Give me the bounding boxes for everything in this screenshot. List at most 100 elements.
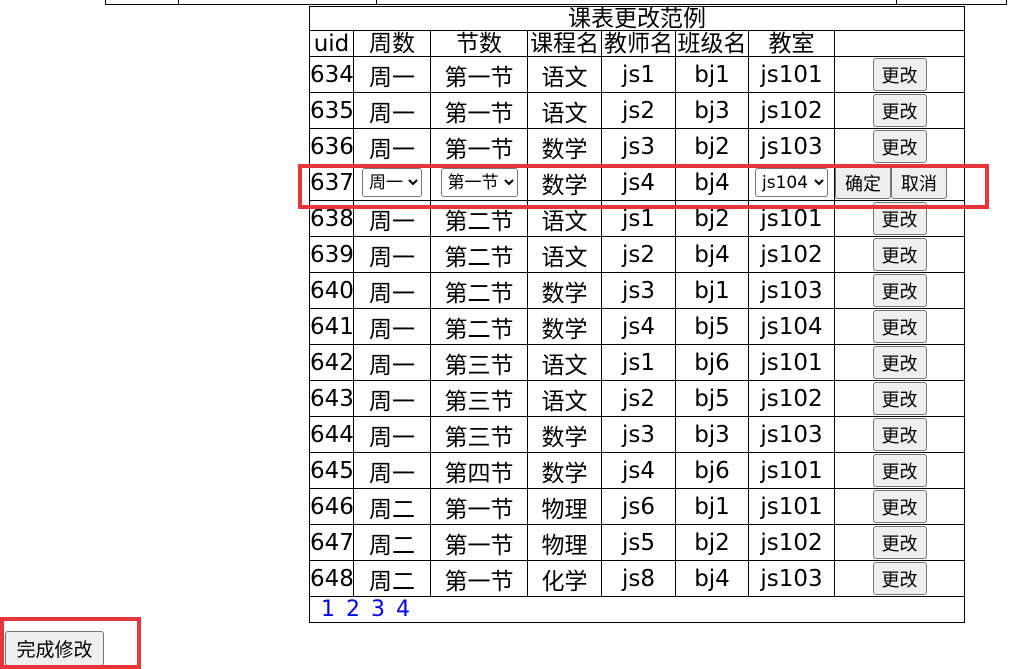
cell: 第一节 xyxy=(430,560,528,597)
action-cell: 更改 xyxy=(834,524,965,561)
action-cell: 更改 xyxy=(834,56,965,93)
cell: bj4 xyxy=(675,164,749,201)
dropdown[interactable]: 第一节 xyxy=(440,168,518,198)
action-button[interactable]: 更改 xyxy=(872,58,927,91)
table-row: 637 周一 第一节 数学 js4 bj4 js104 确定 取消 xyxy=(309,164,965,201)
cell: 周一 xyxy=(353,416,431,453)
action-button[interactable]: 更改 xyxy=(872,454,927,487)
action-button[interactable]: 更改 xyxy=(872,130,927,163)
cell: js6 xyxy=(601,488,676,525)
action-button[interactable]: 更改 xyxy=(872,94,927,127)
action-button[interactable]: 确定 xyxy=(835,166,891,199)
cell: 数学 xyxy=(527,128,602,165)
table-title: 课表更改范例 xyxy=(309,6,965,31)
cell: js103 xyxy=(748,128,835,165)
cell: 周二 xyxy=(353,560,431,597)
pagination-filler xyxy=(675,596,965,623)
action-button[interactable]: 更改 xyxy=(872,274,927,307)
finish-button[interactable]: 完成修改 xyxy=(5,631,104,666)
cell: js103 xyxy=(748,272,835,309)
cell: js101 xyxy=(748,488,835,525)
uid-cell: 637 xyxy=(309,164,354,201)
cell: 周一 xyxy=(353,452,431,489)
cell: 第三节 xyxy=(430,416,528,453)
cell: bj2 xyxy=(675,128,749,165)
action-button[interactable]: 更改 xyxy=(872,490,927,523)
cell: 第一节 xyxy=(430,524,528,561)
action-button[interactable]: 取消 xyxy=(891,166,947,199)
action-button[interactable]: 更改 xyxy=(872,418,927,451)
table-row: 643 周一 第三节 语文 js2 bj5 js102 更改 xyxy=(309,380,965,417)
header-cell: 周数 xyxy=(353,30,431,57)
action-button[interactable]: 更改 xyxy=(872,526,927,559)
header-cell: 班级名 xyxy=(675,30,749,57)
uid-cell: 646 xyxy=(309,488,354,525)
cell: 周一 xyxy=(353,128,431,165)
cell: bj1 xyxy=(675,272,749,309)
cell: bj3 xyxy=(675,416,749,453)
action-button[interactable]: 更改 xyxy=(872,202,927,235)
cell: js102 xyxy=(748,380,835,417)
table-row: 641 周一 第二节 数学 js4 bj5 js104 更改 xyxy=(309,308,965,345)
schedule-table: 课表更改范例 uid 周数 节数 课程名 教师名 班级名 教室 634 周一 第一节 语文 js1 b… xyxy=(309,6,965,623)
cell: js2 xyxy=(601,92,676,129)
uid-cell: 634 xyxy=(309,56,354,93)
table-row: 648 周二 第一节 化学 js8 bj4 js103 更改 xyxy=(309,560,965,597)
cut-off-row xyxy=(105,0,1007,5)
uid-cell: 639 xyxy=(309,236,354,273)
dropdown[interactable]: 周一 xyxy=(362,168,422,198)
page-link[interactable]: 3 xyxy=(371,597,385,622)
page-link[interactable]: 2 xyxy=(346,597,360,622)
header-cell: uid xyxy=(309,30,354,57)
cell: js102 xyxy=(748,524,835,561)
action-button[interactable]: 更改 xyxy=(872,346,927,379)
table-row: 640 周一 第二节 数学 js3 bj1 js103 更改 xyxy=(309,272,965,309)
cell: 第一节 xyxy=(430,488,528,525)
table-row: 645 周一 第四节 数学 js4 bj6 js101 更改 xyxy=(309,452,965,489)
header-cell: 教室 xyxy=(748,30,835,57)
cell: js3 xyxy=(601,416,676,453)
header-row: uid 周数 节数 课程名 教师名 班级名 教室 xyxy=(309,30,965,57)
action-cell: 更改 xyxy=(834,200,965,237)
cell: bj4 xyxy=(675,560,749,597)
page-link[interactable]: 1 xyxy=(321,597,335,622)
cell: 周二 xyxy=(353,524,431,561)
cell: 物理 xyxy=(527,488,602,525)
cell: 物理 xyxy=(527,524,602,561)
table-row: 636 周一 第一节 数学 js3 bj2 js103 更改 xyxy=(309,128,965,165)
action-button[interactable]: 更改 xyxy=(872,310,927,343)
cell: 数学 xyxy=(527,272,602,309)
cell: 语文 xyxy=(527,236,602,273)
cell: 数学 xyxy=(527,308,602,345)
action-cell: 更改 xyxy=(834,272,965,309)
cell: js104 xyxy=(748,164,835,201)
cell: js4 xyxy=(601,452,676,489)
cell: js2 xyxy=(601,236,676,273)
uid-cell: 647 xyxy=(309,524,354,561)
uid-cell: 640 xyxy=(309,272,354,309)
header-cell: 课程名 xyxy=(527,30,602,57)
action-cell: 更改 xyxy=(834,344,965,381)
action-button[interactable]: 更改 xyxy=(872,238,927,271)
action-cell: 更改 xyxy=(834,236,965,273)
action-button[interactable]: 更改 xyxy=(872,562,927,595)
cell: js3 xyxy=(601,272,676,309)
table-body: 课表更改范例 uid 周数 节数 课程名 教师名 班级名 教室 634 周一 第一节 语文 js1 b… xyxy=(309,6,965,623)
action-cell: 更改 xyxy=(834,128,965,165)
cell: js101 xyxy=(748,200,835,237)
action-button[interactable]: 更改 xyxy=(872,382,927,415)
uid-cell: 638 xyxy=(309,200,354,237)
uid-cell: 648 xyxy=(309,560,354,597)
page-link[interactable]: 4 xyxy=(396,597,410,622)
cell: js104 xyxy=(748,308,835,345)
cell: 周一 xyxy=(353,92,431,129)
dropdown[interactable]: js104 xyxy=(755,168,828,198)
action-cell: 更改 xyxy=(834,416,965,453)
uid-cell: 635 xyxy=(309,92,354,129)
cell: bj2 xyxy=(675,524,749,561)
cell: 数学 xyxy=(527,416,602,453)
cell: js103 xyxy=(748,416,835,453)
